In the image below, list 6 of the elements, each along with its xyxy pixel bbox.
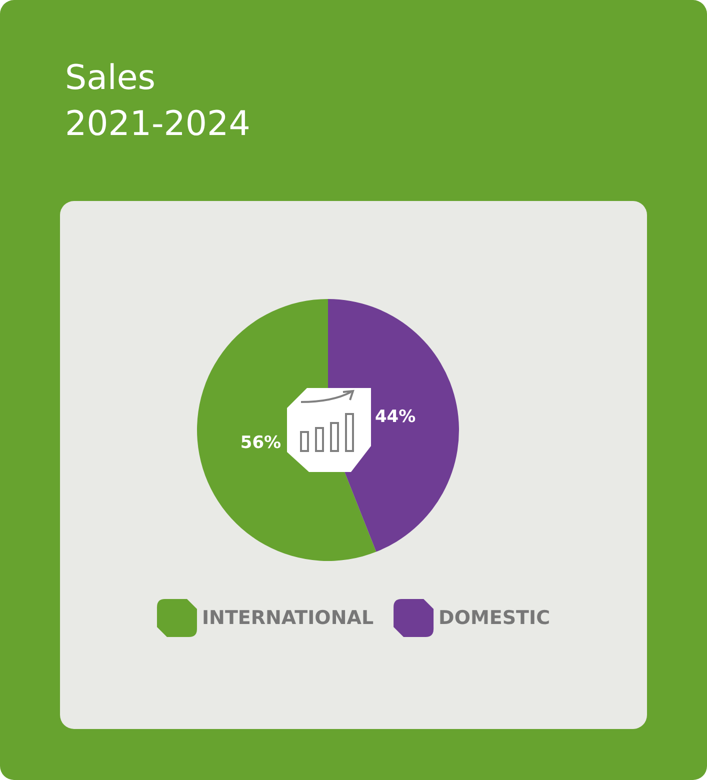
chart-title: Sales [65, 58, 156, 98]
data-label: 44% [374, 407, 416, 428]
data-label: 56% [240, 432, 282, 453]
chart-subtitle: 2021-2024 [65, 104, 250, 144]
legend-label: DOMESTIC [438, 607, 550, 629]
legend-label: INTERNATIONAL [202, 607, 374, 629]
